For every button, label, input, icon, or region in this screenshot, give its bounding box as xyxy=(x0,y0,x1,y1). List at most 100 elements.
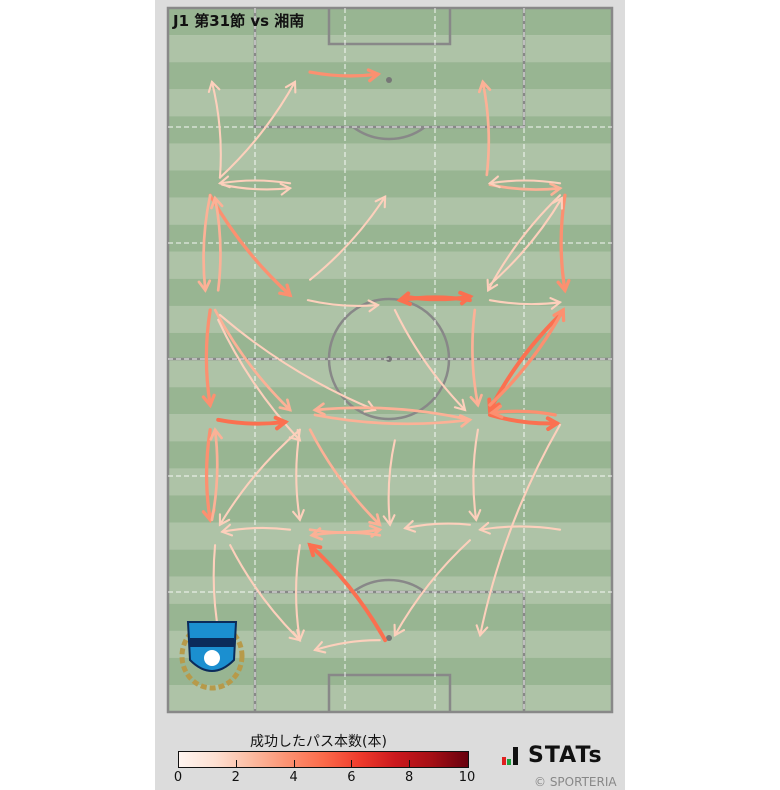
pass-arrow xyxy=(488,297,563,310)
pass-arrow-line xyxy=(488,197,563,286)
copyright: © SPORTERIA xyxy=(534,775,617,789)
pass-arrow-head xyxy=(374,194,387,209)
club-emblem-logo xyxy=(179,621,245,691)
pass-arrow-head xyxy=(549,297,563,310)
pass-arrow-line xyxy=(393,539,471,637)
pass-arrow-line xyxy=(387,439,396,526)
pass-arrow-head xyxy=(217,175,231,189)
pass-arrow-line xyxy=(488,179,562,185)
pass-arrow-head xyxy=(552,307,566,323)
pass-arrow-head xyxy=(453,398,467,412)
pitch-stripe xyxy=(168,360,612,388)
pass-arrow-head xyxy=(475,624,489,638)
bottom-penalty-arc xyxy=(352,578,426,594)
pass-arrow-line xyxy=(471,308,480,407)
pass-arrow xyxy=(307,542,388,643)
pass-arrow-head xyxy=(545,416,561,432)
pass-arrow-head xyxy=(468,509,482,522)
pass-arrow-line xyxy=(488,299,562,306)
pass-arrow-line xyxy=(210,428,219,522)
pass-arrow-head xyxy=(292,629,305,643)
pass-arrow-head xyxy=(207,79,221,94)
pass-arrow-line xyxy=(204,428,212,522)
pass-arrow xyxy=(313,413,473,428)
colorbar xyxy=(178,751,469,768)
pass-arrow-head xyxy=(368,513,382,527)
pass-arrow xyxy=(488,307,566,407)
pass-arrow-line xyxy=(218,179,292,185)
pass-arrow-line xyxy=(213,196,222,292)
pass-arrow-line xyxy=(229,544,301,642)
pass-arrow-line xyxy=(295,544,301,642)
pitch-stripe xyxy=(168,224,612,252)
pass-arrow-line xyxy=(488,308,565,407)
pass-arrow-line xyxy=(487,412,559,426)
pass-arrow xyxy=(469,308,483,408)
stats-logo-text: STATs xyxy=(528,743,603,768)
pass-arrow-head xyxy=(458,290,474,306)
pass-arrow-line xyxy=(559,193,567,292)
pass-arrow-line xyxy=(202,193,212,292)
pitch-stripe xyxy=(168,8,612,36)
pass-arrow-line xyxy=(306,299,380,307)
pass-arrow-head xyxy=(367,299,381,313)
pitch-stripe xyxy=(168,685,612,713)
pass-arrow-line xyxy=(210,80,222,179)
pitch-stripe xyxy=(168,549,612,577)
pitch-stripe xyxy=(168,251,612,279)
colorbar-tick xyxy=(293,760,295,767)
pass-arrow xyxy=(393,539,471,638)
colorbar-tick xyxy=(351,760,353,767)
pass-arrow-head xyxy=(487,397,501,414)
pass-arrow-line xyxy=(213,308,292,412)
pass-arrow xyxy=(309,527,382,541)
pass-arrow xyxy=(220,523,292,537)
colorbar-tick xyxy=(409,760,411,767)
pass-arrow-head xyxy=(307,542,323,558)
pass-arrow-line xyxy=(404,522,471,530)
pass-arrow-head xyxy=(487,175,501,189)
pass-arrow-line xyxy=(481,80,491,177)
pass-arrow xyxy=(477,79,492,177)
pass-arrow xyxy=(218,80,297,179)
pass-arrow xyxy=(468,428,482,522)
top-goal-area xyxy=(327,8,452,46)
pitch-stripe xyxy=(168,278,612,306)
top-penalty-spot xyxy=(386,77,392,83)
pass-arrow-line xyxy=(204,308,212,407)
pass-arrow-head xyxy=(551,196,563,210)
pass-arrow xyxy=(487,175,562,189)
pass-arrow-head xyxy=(393,623,406,638)
colorbar-tick-label: 2 xyxy=(231,770,240,785)
pass-arrow-head xyxy=(210,195,224,210)
colorbar-tick-label: 10 xyxy=(458,770,476,785)
pass-arrow xyxy=(488,404,557,419)
pass-arrow xyxy=(209,427,223,522)
pass-arrow xyxy=(308,428,382,527)
pass-arrow xyxy=(313,639,381,654)
pitch-stripe xyxy=(168,657,612,686)
pass-arrow-head xyxy=(278,398,292,412)
pass-arrow-head xyxy=(366,68,382,83)
colorbar-tick-label: 0 xyxy=(173,770,183,785)
pass-arrow-head xyxy=(477,79,492,94)
pass-arrow xyxy=(292,428,305,522)
pass-arrow-line xyxy=(308,543,388,643)
pass-arrow-line xyxy=(308,70,380,78)
pass-arrow-head xyxy=(556,278,571,294)
pass-arrow-head xyxy=(197,279,212,293)
pass-arrow-head xyxy=(279,182,293,196)
pass-arrow-head xyxy=(313,641,327,654)
pass-arrow xyxy=(218,428,301,527)
pass-arrow-head xyxy=(363,400,377,413)
pass-arrow xyxy=(210,195,224,292)
pass-arrow-head xyxy=(382,514,396,527)
pass-arrow-line xyxy=(310,531,382,537)
pass-arrow-head xyxy=(284,80,297,94)
pass-arrows xyxy=(197,68,571,654)
pass-arrow-head xyxy=(201,393,216,409)
pass-arrow-head xyxy=(309,527,323,541)
colorbar-tick-label: 6 xyxy=(347,770,356,785)
pitch-stripe xyxy=(168,170,612,198)
pass-arrow-line xyxy=(472,428,479,521)
